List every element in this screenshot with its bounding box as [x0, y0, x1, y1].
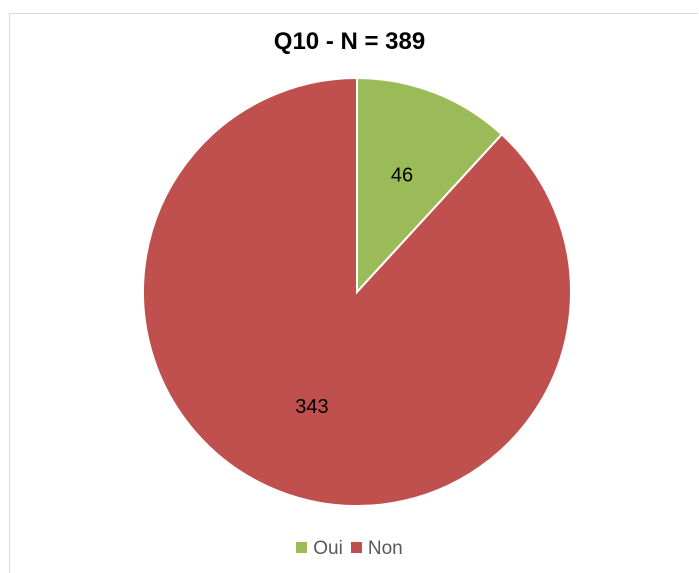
legend-swatch-oui	[296, 542, 308, 553]
pie-slice-non	[142, 76, 572, 507]
legend-item-oui: Oui	[296, 538, 343, 560]
chart-title: Q10 - N = 389	[273, 28, 426, 55]
data-label-non: 343	[295, 396, 328, 418]
legend-item-non: Non	[350, 538, 403, 560]
pie-slice-oui	[356, 76, 504, 295]
chart-legend: Oui Non	[0, 538, 699, 560]
legend-label-non: Non	[367, 538, 403, 559]
legend-label-oui: Oui	[313, 538, 343, 559]
data-label-oui: 46	[391, 165, 413, 187]
pie-chart: 46 343	[142, 76, 572, 507]
legend-swatch-non	[350, 542, 362, 553]
